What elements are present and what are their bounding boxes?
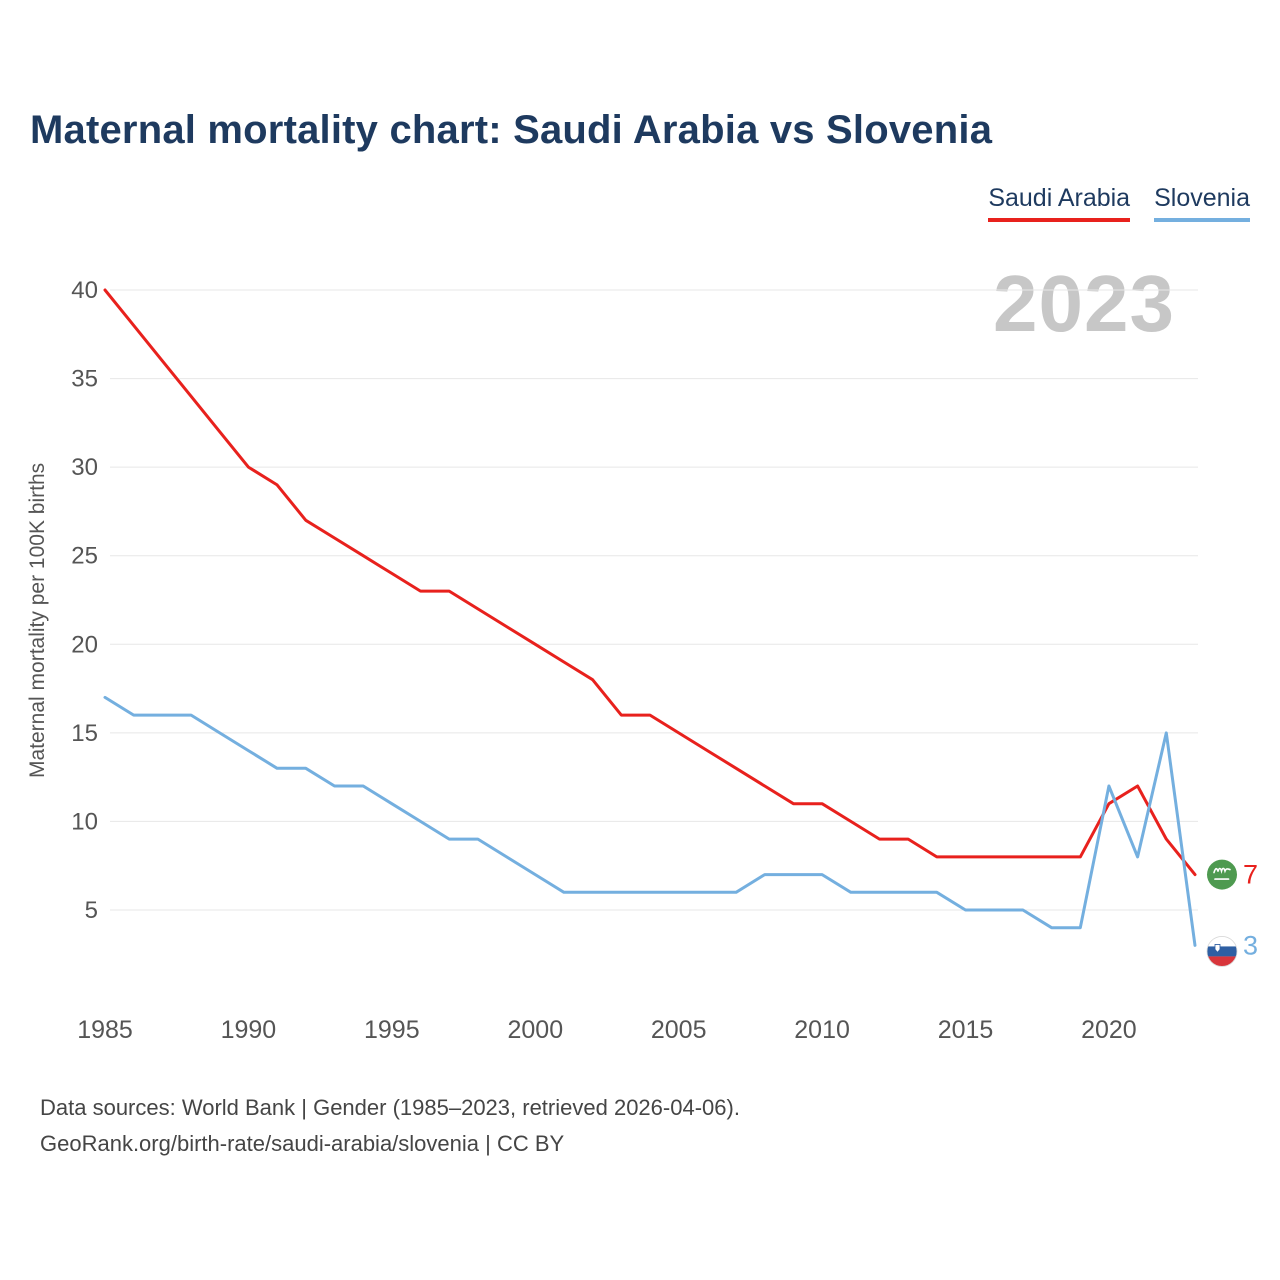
watermark-year: 2023 (993, 259, 1175, 348)
footer-attribution: GeoRank.org/birth-rate/saudi-arabia/slov… (40, 1131, 565, 1156)
y-tick-label-20: 20 (71, 631, 98, 658)
series-line-slovenia[interactable] (103, 695, 1197, 947)
x-tick-label-1990: 1990 (221, 1016, 277, 1044)
saudi-arabia-flag-icon (1207, 859, 1237, 890)
y-tick-label-15: 15 (71, 720, 98, 747)
footer-sources: Data sources: World Bank | Gender (1985–… (40, 1095, 740, 1120)
series-line-saudi-arabia[interactable] (103, 288, 1197, 877)
y-tick-label-30: 30 (71, 454, 98, 481)
legend-item-slovenia[interactable]: Slovenia (1154, 184, 1250, 222)
footer: Data sources: World Bank | Gender (1985–… (40, 1090, 740, 1162)
slovenia-flag-icon (1206, 936, 1238, 967)
end-value-label-slovenia: 3 (1243, 930, 1258, 960)
x-tick-label-2000: 2000 (507, 1016, 563, 1044)
y-tick-label-5: 5 (85, 897, 98, 924)
x-tick-label-1995: 1995 (364, 1016, 420, 1044)
x-tick-label-2015: 2015 (938, 1016, 994, 1044)
page-title: Maternal mortality chart: Saudi Arabia v… (30, 108, 993, 152)
y-tick-label-25: 25 (71, 543, 98, 570)
x-tick-label-2010: 2010 (794, 1016, 850, 1044)
legend-item-saudi-arabia[interactable]: Saudi Arabia (988, 184, 1131, 222)
y-tick-label-40: 40 (71, 277, 98, 304)
end-value-label-saudi-arabia: 7 (1243, 860, 1258, 890)
y-tick-label-35: 35 (71, 366, 98, 393)
legend: Saudi Arabia Slovenia (988, 184, 1250, 222)
y-tick-label-10: 10 (71, 808, 98, 835)
x-tick-label-2020: 2020 (1081, 1016, 1137, 1044)
x-tick-label-1985: 1985 (77, 1016, 133, 1044)
x-tick-label-2005: 2005 (651, 1016, 707, 1044)
